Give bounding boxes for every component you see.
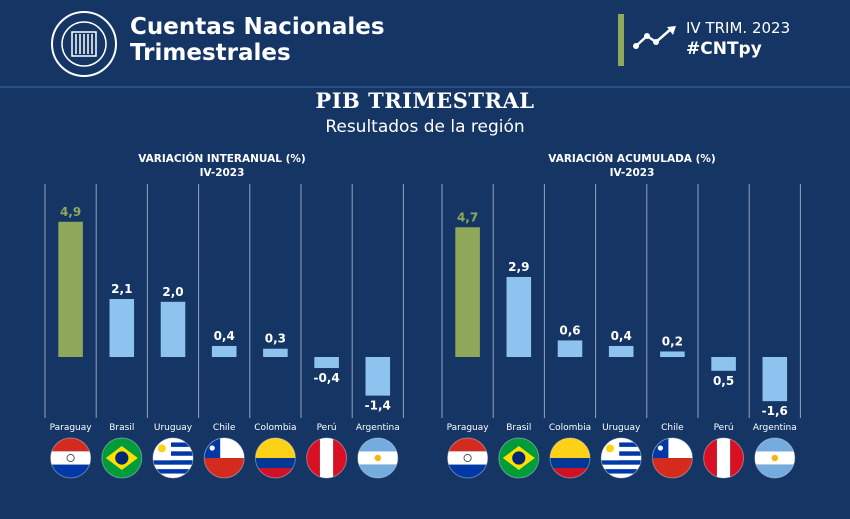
flag-paraguay-icon [50,438,91,478]
category-label: Brasil [109,423,134,433]
data-label: 0,4 [214,329,235,343]
data-label: -1,4 [365,399,391,413]
bar-uruguay [608,345,634,357]
flag-brasil-icon [101,438,142,478]
flag-argentina-icon [357,438,398,478]
trend-up-icon [633,26,676,49]
data-label: 4,7 [457,210,478,224]
flag-peru-icon [703,438,744,478]
bar-colombia [263,348,288,357]
bar-argentina [762,357,788,402]
data-label: 4,9 [60,205,81,219]
chart-left-title-text: VARIACIÓN INTERANUAL (%) [138,153,306,165]
chart-left-title: VARIACIÓN INTERANUAL (%) IV-2023 [52,152,392,180]
bar-chile [660,351,685,357]
category-label: Chile [661,423,684,433]
bar-paraguay [455,227,480,357]
header-divider [0,86,850,88]
brand-title: Cuentas Nacionales Trimestrales [130,14,430,66]
page-title: PIB TRIMESTRAL [315,88,535,113]
chart-left-subtitle: IV-2023 [199,167,245,179]
header: Cuentas Nacionales Trimestrales IV TRIM.… [0,0,850,88]
flag-chile-icon [204,438,245,478]
category-label: Argentina [753,423,797,433]
flag-uruguay-icon [153,438,193,478]
data-label: 2,9 [508,260,529,274]
chart-right-title-text: VARIACIÓN ACUMULADA (%) [548,153,716,165]
period-label: IV TRIM. 2023 [686,19,791,37]
page-subtitle: Resultados de la región [325,117,525,137]
flag-argentina-icon [754,438,795,478]
bar-perú [314,357,339,369]
flag-colombia-icon [550,438,590,478]
data-label: 0,5 [713,374,734,388]
chart-left: 4,9 Paraguay 2,1 Brasil 2,0 Uruguay 0,4 Chile 0,… [44,184,404,479]
bar-colombia [557,340,583,357]
category-label: Brasil [506,423,531,433]
bar-brasil [109,299,135,357]
hashtag-label: #CNTpy [686,39,762,59]
category-label: Colombia [254,423,296,433]
data-label: 2,0 [162,285,183,299]
chart-right: 4,7 Paraguay 2,9 Brasil 0,6 Colombia 0,4 Urugua… [441,184,801,479]
category-label: Perú [714,423,734,433]
data-label: 0,4 [611,329,632,343]
flag-brasil-icon [498,438,539,478]
data-label: -0,4 [313,371,339,385]
flag-paraguay-icon [447,438,488,478]
category-label: Colombia [549,423,591,433]
category-label: Paraguay [447,423,490,433]
data-label: 0,6 [559,323,580,337]
flag-colombia-icon [255,438,296,478]
category-label: Uruguay [154,423,193,433]
bar-perú [711,357,736,371]
bar-chile [211,345,237,357]
bar-argentina [365,357,391,396]
brand-title-line2: Trimestrales [130,40,291,66]
flag-peru-icon [306,438,347,478]
flag-uruguay-icon [601,438,642,478]
badge-accent-bar [618,14,624,66]
banco-central-logo [51,11,117,77]
brand-title-line1: Cuentas Nacionales [130,14,385,40]
category-label: Uruguay [602,423,641,433]
period-badge: IV TRIM. 2023 #CNTpy [686,18,826,60]
data-label: -1,6 [762,404,788,418]
data-label: 0,2 [662,334,683,348]
category-label: Argentina [356,423,400,433]
chart-right-title: VARIACIÓN ACUMULADA (%) IV-2023 [462,152,802,180]
flag-chile-icon [652,438,693,478]
chart-right-subtitle: IV-2023 [609,167,655,179]
data-label: 2,1 [111,282,132,296]
category-label: Perú [317,423,337,433]
bar-paraguay [58,221,83,357]
bar-uruguay [160,301,186,357]
bar-brasil [506,276,532,357]
category-label: Chile [213,423,236,433]
data-label: 0,3 [265,332,286,346]
category-label: Paraguay [50,423,93,433]
